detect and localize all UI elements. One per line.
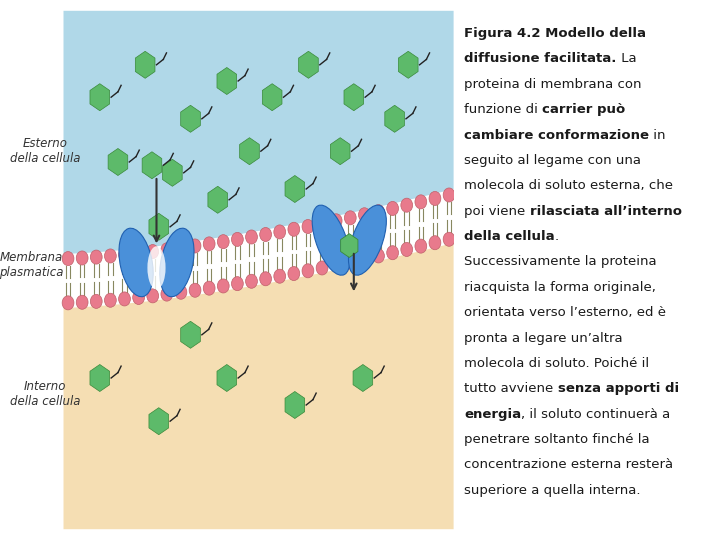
Circle shape — [203, 237, 215, 251]
Text: La: La — [616, 52, 636, 65]
Text: senza apporti di: senza apporti di — [558, 382, 679, 395]
Ellipse shape — [160, 228, 194, 296]
Circle shape — [62, 252, 74, 266]
Circle shape — [104, 293, 116, 307]
Circle shape — [147, 289, 158, 303]
Circle shape — [444, 232, 455, 246]
Polygon shape — [63, 243, 454, 529]
Circle shape — [175, 241, 186, 255]
Circle shape — [330, 214, 342, 228]
Circle shape — [316, 217, 328, 231]
Circle shape — [132, 246, 145, 260]
Text: , il soluto continuerà a: , il soluto continuerà a — [521, 408, 670, 421]
Text: tutto avviene: tutto avviene — [464, 382, 558, 395]
Circle shape — [76, 251, 88, 265]
Circle shape — [246, 230, 257, 244]
Text: .: . — [555, 230, 559, 243]
Circle shape — [330, 258, 342, 272]
Text: Membrana
plasmatica: Membrana plasmatica — [0, 251, 64, 279]
Circle shape — [274, 269, 286, 283]
Text: poi viene: poi viene — [464, 205, 530, 218]
Circle shape — [401, 198, 413, 212]
Circle shape — [401, 242, 413, 256]
Text: proteina di membrana con: proteina di membrana con — [464, 78, 642, 91]
Circle shape — [260, 272, 271, 286]
Text: carrier può: carrier può — [542, 103, 626, 116]
Circle shape — [373, 249, 384, 263]
Circle shape — [104, 249, 116, 263]
Circle shape — [246, 274, 257, 288]
Circle shape — [359, 252, 370, 266]
Text: in: in — [649, 129, 666, 141]
Text: Esterno
della cellula: Esterno della cellula — [10, 137, 81, 165]
Text: superiore a quella interna.: superiore a quella interna. — [464, 484, 641, 497]
Circle shape — [203, 281, 215, 295]
Circle shape — [274, 225, 286, 239]
Circle shape — [132, 291, 145, 305]
Circle shape — [387, 201, 398, 215]
Circle shape — [387, 246, 398, 260]
Circle shape — [189, 284, 201, 298]
Circle shape — [232, 232, 243, 246]
Circle shape — [444, 188, 455, 202]
Circle shape — [260, 227, 271, 241]
Circle shape — [288, 267, 300, 281]
Circle shape — [119, 292, 130, 306]
Circle shape — [302, 264, 314, 278]
Circle shape — [316, 261, 328, 275]
Text: molecola di soluto esterna, che: molecola di soluto esterna, che — [464, 179, 673, 192]
Ellipse shape — [312, 205, 350, 275]
Text: funzione di: funzione di — [464, 103, 542, 116]
Ellipse shape — [119, 228, 153, 296]
Circle shape — [217, 235, 229, 249]
Circle shape — [91, 294, 102, 308]
Circle shape — [302, 219, 314, 233]
Circle shape — [175, 285, 186, 299]
Circle shape — [344, 255, 356, 269]
Text: Figura 4.2 Modello della: Figura 4.2 Modello della — [464, 27, 647, 40]
Text: diffusione facilitata.: diffusione facilitata. — [464, 52, 616, 65]
Ellipse shape — [148, 246, 166, 289]
Circle shape — [76, 295, 88, 309]
Circle shape — [359, 208, 370, 222]
Circle shape — [429, 192, 441, 206]
Circle shape — [147, 245, 158, 259]
Text: Successivamente la proteina: Successivamente la proteina — [464, 255, 657, 268]
Text: pronta a legare un’altra: pronta a legare un’altra — [464, 332, 623, 345]
Text: cambiare conformazione: cambiare conformazione — [464, 129, 649, 141]
Text: concentrazione esterna resterà: concentrazione esterna resterà — [464, 458, 673, 471]
Text: Interno
della cellula: Interno della cellula — [10, 380, 81, 408]
Circle shape — [232, 276, 243, 291]
Circle shape — [217, 279, 229, 293]
Circle shape — [288, 222, 300, 237]
Circle shape — [373, 205, 384, 219]
Circle shape — [62, 296, 74, 310]
Circle shape — [161, 243, 173, 257]
Circle shape — [344, 211, 356, 225]
Circle shape — [91, 250, 102, 264]
Text: seguito al legame con una: seguito al legame con una — [464, 154, 642, 167]
Ellipse shape — [348, 205, 387, 275]
Text: molecola di soluto. Poiché il: molecola di soluto. Poiché il — [464, 357, 649, 370]
Circle shape — [161, 287, 173, 301]
Circle shape — [189, 239, 201, 253]
Text: orientata verso l’esterno, ed è: orientata verso l’esterno, ed è — [464, 306, 666, 319]
Circle shape — [429, 236, 441, 250]
Text: rilasciata all’interno: rilasciata all’interno — [530, 205, 682, 218]
Text: riacquista la forma originale,: riacquista la forma originale, — [464, 281, 656, 294]
Circle shape — [415, 195, 427, 209]
Circle shape — [415, 239, 427, 253]
Circle shape — [119, 248, 130, 262]
Text: energia: energia — [464, 408, 521, 421]
Polygon shape — [63, 11, 454, 254]
Text: della cellula: della cellula — [464, 230, 555, 243]
Text: penetrare soltanto finché la: penetrare soltanto finché la — [464, 433, 650, 446]
